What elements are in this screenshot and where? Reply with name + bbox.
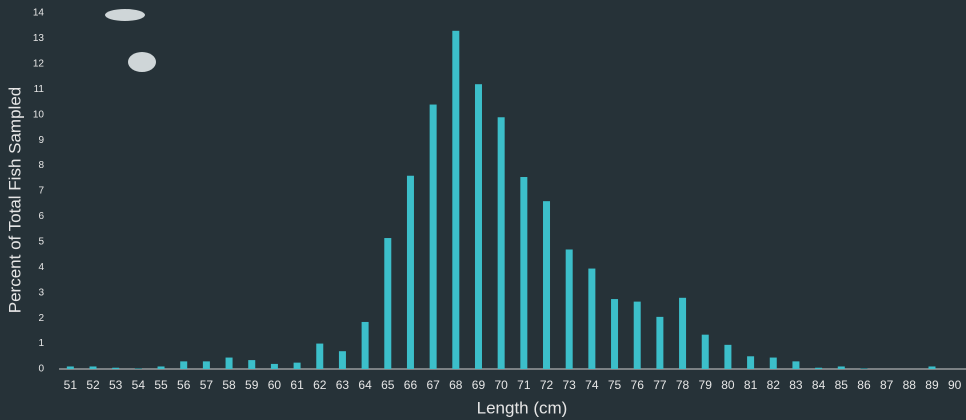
x-tick-label: 66: [404, 378, 418, 392]
bar: [611, 299, 619, 369]
bar: [792, 361, 800, 369]
x-tick-label: 81: [744, 378, 758, 392]
x-tick-label: 54: [132, 378, 146, 392]
fish-icon: [105, 9, 145, 21]
bar: [520, 177, 528, 369]
bar: [406, 175, 414, 369]
x-tick-label: 86: [857, 378, 871, 392]
x-tick-label: 61: [290, 378, 304, 392]
bar: [180, 361, 188, 369]
x-tick-label: 77: [653, 378, 667, 392]
x-tick-label: 72: [540, 378, 554, 392]
bar: [293, 362, 301, 369]
y-tick-label: 3: [38, 287, 44, 298]
x-tick-label: 84: [812, 378, 826, 392]
bar: [679, 297, 687, 369]
x-tick-label: 70: [494, 378, 508, 392]
y-tick-label: 13: [33, 33, 45, 44]
bar: [134, 368, 142, 369]
x-tick-label: 82: [767, 378, 781, 392]
bar: [202, 361, 210, 369]
x-tick-label: 59: [245, 378, 259, 392]
bar: [66, 366, 74, 369]
bar: [474, 84, 482, 369]
bar: [270, 363, 278, 369]
x-tick-label: 89: [925, 378, 939, 392]
bar: [860, 368, 868, 369]
x-tick-label: 56: [177, 378, 191, 392]
y-tick-label: 0: [38, 364, 44, 375]
bar: [384, 238, 392, 369]
y-tick-label: 9: [38, 135, 44, 146]
bar: [157, 366, 165, 369]
bar: [543, 201, 551, 369]
bar: [429, 104, 437, 370]
bar: [338, 351, 346, 369]
x-tick-label: 80: [721, 378, 735, 392]
x-tick-label: 74: [585, 378, 599, 392]
x-tick-label: 88: [903, 378, 917, 392]
x-tick-label: 71: [517, 378, 531, 392]
x-tick-label: 69: [472, 378, 486, 392]
bar: [452, 30, 460, 370]
x-tick-label: 53: [109, 378, 123, 392]
x-tick-label: 79: [699, 378, 713, 392]
x-tick-label: 78: [676, 378, 690, 392]
y-tick-label: 1: [38, 338, 44, 349]
bar: [928, 366, 936, 369]
fish-icon: [128, 52, 156, 72]
bar: [497, 117, 505, 369]
y-tick-label: 12: [33, 58, 45, 69]
bar: [769, 357, 777, 369]
bar: [225, 357, 233, 369]
x-tick-label: 60: [268, 378, 282, 392]
x-tick-label: 62: [313, 378, 327, 392]
x-tick-label: 57: [200, 378, 214, 392]
y-axis-title: Percent of Total Fish Sampled: [5, 87, 24, 313]
bar: [112, 367, 120, 369]
bar: [747, 356, 755, 369]
bar: [701, 334, 709, 369]
y-tick-label: 11: [34, 84, 45, 95]
x-tick-label: 64: [358, 378, 372, 392]
bar: [565, 249, 573, 369]
y-tick-label: 5: [38, 236, 44, 247]
bar: [89, 366, 97, 369]
x-tick-label: 68: [449, 378, 463, 392]
x-tick-label: 73: [563, 378, 577, 392]
bar: [633, 301, 641, 369]
y-tick-label: 10: [33, 109, 45, 120]
y-tick-label: 7: [38, 186, 44, 197]
bar: [837, 366, 845, 369]
x-tick-label: 87: [880, 378, 894, 392]
x-tick-label: 67: [426, 378, 440, 392]
x-tick-label: 63: [336, 378, 350, 392]
y-tick-label: 14: [33, 8, 45, 19]
bar: [656, 316, 664, 369]
y-tick-label: 6: [38, 211, 44, 222]
bar: [724, 344, 732, 369]
x-tick-label: 51: [64, 378, 78, 392]
bar: [815, 367, 823, 369]
bar: [588, 268, 596, 369]
y-tick-label: 4: [38, 262, 44, 273]
x-tick-label: 76: [631, 378, 645, 392]
x-tick-label: 52: [86, 378, 100, 392]
bar: [248, 360, 256, 369]
bar: [361, 321, 369, 369]
x-tick-label: 90: [948, 378, 962, 392]
x-tick-label: 85: [835, 378, 849, 392]
y-tick-label: 2: [38, 313, 44, 324]
x-tick-label: 75: [608, 378, 622, 392]
x-axis-title: Length (cm): [477, 398, 568, 417]
bar: [316, 343, 324, 369]
x-tick-label: 83: [789, 378, 803, 392]
x-tick-label: 65: [381, 378, 395, 392]
x-tick-label: 58: [222, 378, 236, 392]
fish-decoration: [105, 9, 156, 72]
y-tick-label: 8: [38, 160, 44, 171]
x-tick-label: 55: [154, 378, 168, 392]
